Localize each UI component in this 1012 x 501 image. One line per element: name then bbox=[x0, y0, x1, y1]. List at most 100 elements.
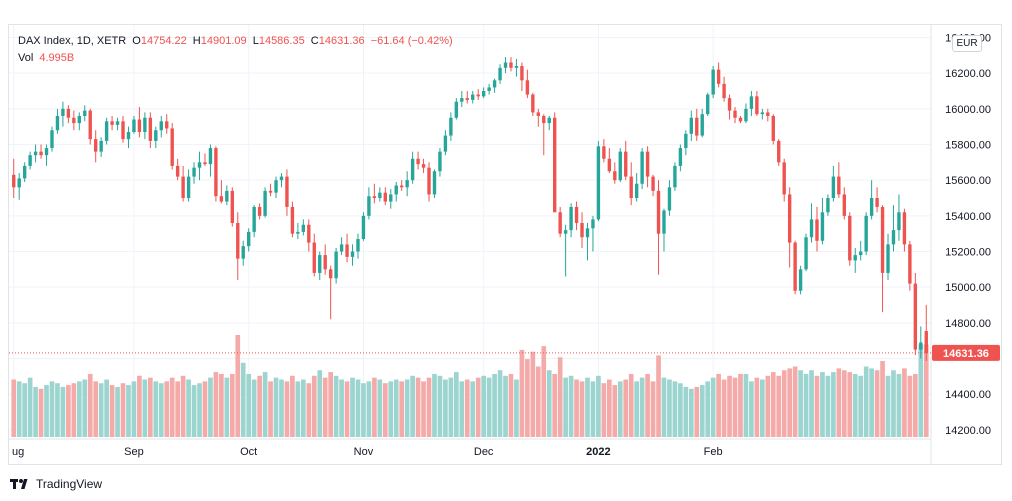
volume-bar bbox=[158, 383, 164, 437]
volume-bar bbox=[880, 360, 885, 437]
tradingview-logo-icon bbox=[10, 479, 28, 489]
volume-bar bbox=[831, 372, 836, 437]
candle-body bbox=[307, 224, 311, 243]
candle-body bbox=[339, 244, 344, 252]
candle-body bbox=[61, 108, 65, 116]
chart-frame[interactable] bbox=[8, 24, 1002, 465]
candle-body bbox=[503, 62, 508, 68]
volume-bar bbox=[863, 366, 869, 437]
volume-bar bbox=[913, 373, 918, 437]
volume-bar bbox=[552, 373, 558, 437]
volume-bar bbox=[678, 383, 683, 437]
volume-bar bbox=[787, 368, 792, 437]
volume-bar bbox=[126, 385, 131, 437]
candle-body bbox=[563, 230, 568, 234]
volume-value: 4.995B bbox=[39, 52, 75, 64]
volume-bar bbox=[432, 373, 437, 437]
candle-body bbox=[328, 269, 333, 279]
volume-bar bbox=[246, 373, 252, 437]
open-label: O bbox=[132, 35, 141, 47]
volume-bar bbox=[301, 379, 306, 437]
candle-body bbox=[853, 255, 857, 261]
candle-body bbox=[252, 206, 256, 232]
x-tick-label: Feb bbox=[704, 446, 723, 458]
volume-bar bbox=[344, 381, 350, 437]
volume-bar bbox=[361, 383, 366, 437]
candle-body bbox=[569, 206, 573, 231]
volume-bar bbox=[798, 370, 803, 437]
y-tick-label: 16000.00 bbox=[945, 104, 991, 116]
candle-body bbox=[766, 112, 770, 116]
candle-body bbox=[678, 148, 683, 166]
candle-body bbox=[640, 151, 644, 184]
candle-body bbox=[531, 94, 535, 113]
candle-body bbox=[613, 171, 617, 181]
candle-body bbox=[405, 180, 409, 188]
volume-label[interactable]: Vol bbox=[18, 52, 34, 64]
volume-bar bbox=[415, 377, 421, 437]
candle-body bbox=[760, 112, 765, 115]
candle-body bbox=[367, 196, 371, 216]
candle-body bbox=[738, 117, 743, 122]
candle-body bbox=[44, 148, 49, 156]
volume-bar bbox=[131, 381, 137, 437]
candle-body bbox=[378, 192, 382, 199]
candle-body bbox=[782, 162, 786, 195]
candle-body bbox=[859, 251, 863, 256]
candle-body bbox=[214, 148, 218, 197]
candle-body bbox=[334, 251, 338, 279]
volume-bar bbox=[847, 372, 853, 437]
volume-bar bbox=[721, 379, 727, 437]
volume-bar bbox=[732, 377, 738, 437]
volume-bar bbox=[535, 366, 541, 437]
candle-body bbox=[350, 251, 355, 257]
currency-button[interactable]: EUR bbox=[952, 35, 982, 52]
volume-bar bbox=[454, 372, 459, 437]
open-value: 14754.22 bbox=[140, 35, 187, 47]
candle-body bbox=[722, 83, 726, 99]
volume-bar bbox=[148, 377, 153, 437]
volume-bar bbox=[923, 344, 929, 437]
candle-body bbox=[460, 98, 464, 102]
candle-body bbox=[175, 165, 180, 177]
x-tick-label: Sep bbox=[124, 446, 144, 458]
candle-body bbox=[301, 224, 306, 232]
candle-body bbox=[492, 80, 497, 88]
candle-body bbox=[891, 230, 896, 245]
volume-bar bbox=[760, 379, 765, 437]
volume-bar bbox=[525, 359, 530, 437]
candle-body bbox=[137, 119, 142, 133]
close-label: C bbox=[310, 35, 319, 47]
volume-bar bbox=[350, 377, 355, 437]
candle-body bbox=[695, 117, 699, 136]
candle-body bbox=[361, 215, 366, 240]
candle-body bbox=[77, 115, 81, 124]
volume-bar bbox=[16, 381, 22, 437]
volume-bar bbox=[180, 375, 186, 437]
volume-bar bbox=[27, 377, 33, 437]
candle-body bbox=[777, 140, 781, 163]
volume-bar bbox=[251, 379, 257, 437]
candle-body bbox=[110, 121, 114, 125]
volume-bar bbox=[716, 373, 721, 437]
symbol-label[interactable]: DAX Index, 1D, XETR bbox=[18, 35, 127, 47]
candle-body bbox=[186, 176, 191, 199]
volume-bar bbox=[497, 370, 503, 437]
candle-body bbox=[17, 178, 21, 188]
candle-body bbox=[208, 148, 213, 165]
volume-bar bbox=[902, 368, 907, 437]
y-tick-label: 15600.00 bbox=[945, 175, 991, 187]
candle-body bbox=[798, 269, 803, 291]
candle-body bbox=[498, 67, 502, 81]
volume-bar bbox=[617, 381, 623, 437]
candle-body bbox=[711, 69, 715, 95]
volume-bar bbox=[262, 372, 268, 437]
volume-bar bbox=[426, 377, 432, 437]
candle-body bbox=[438, 151, 442, 172]
candle-body bbox=[126, 132, 131, 140]
candle-body bbox=[574, 206, 579, 223]
volume-bar bbox=[503, 375, 508, 437]
tradingview-footer[interactable]: TradingView bbox=[10, 475, 102, 493]
volume-bar bbox=[191, 385, 197, 437]
